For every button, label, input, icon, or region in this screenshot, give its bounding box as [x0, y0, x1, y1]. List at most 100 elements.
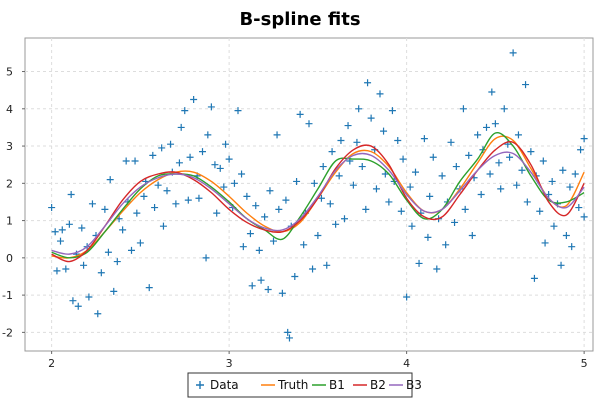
data-point [151, 204, 159, 212]
y-tick-label: 2 [6, 177, 13, 190]
data-point [408, 222, 416, 230]
data-point [459, 105, 467, 113]
data-point [284, 328, 292, 336]
data-point [51, 228, 59, 236]
data-point [438, 172, 446, 180]
data-point [101, 205, 109, 213]
data-point [106, 176, 114, 184]
series-line-b2 [51, 141, 585, 263]
data-point [57, 237, 64, 245]
data-point [451, 218, 459, 226]
legend: Data Truth B1 B2 B3 [187, 372, 422, 398]
data-point [557, 261, 565, 269]
data-point [358, 163, 366, 171]
data-point [48, 204, 56, 212]
data-point [264, 286, 272, 294]
data-point [252, 202, 260, 210]
data-point [80, 261, 88, 269]
data-point [243, 192, 251, 200]
data-point [509, 49, 517, 57]
legend-label: Truth [277, 378, 308, 392]
data-point [248, 282, 256, 290]
data-point [337, 136, 345, 144]
data-point [270, 237, 277, 245]
data-point [328, 148, 336, 156]
data-point [58, 226, 66, 234]
data-point [477, 191, 485, 198]
data-point [566, 183, 574, 191]
data-point [575, 204, 583, 212]
data-point [190, 95, 198, 103]
data-point [399, 155, 407, 163]
data-point [483, 123, 490, 131]
data-point [257, 276, 265, 284]
data-point [305, 120, 313, 128]
data-point [568, 243, 576, 251]
data-point [216, 164, 224, 172]
data-point [296, 110, 304, 118]
data-point [486, 170, 494, 178]
x-tick-label: 5 [581, 357, 588, 370]
data-point [207, 103, 215, 111]
data-point [433, 265, 441, 273]
data-point [548, 177, 556, 185]
data-point [136, 239, 144, 247]
data-point [488, 88, 496, 96]
data-point [406, 183, 414, 191]
data-point [239, 243, 247, 251]
data-point [309, 265, 317, 273]
data-point [385, 198, 393, 206]
data-point [222, 140, 230, 148]
data-point [403, 293, 411, 301]
data-point [186, 153, 194, 161]
data-point [580, 135, 588, 143]
data-point [491, 120, 499, 128]
y-tick-label: 4 [6, 103, 13, 116]
data-point [181, 107, 189, 115]
data-point [85, 293, 93, 301]
data-point [238, 170, 246, 178]
data-point [154, 181, 162, 189]
data-point [530, 274, 538, 282]
legend-label: B1 [329, 378, 345, 392]
y-tick-label: 1 [6, 215, 13, 228]
data-point [184, 196, 192, 204]
data-point [230, 179, 238, 187]
data-point [74, 302, 82, 310]
data-point [310, 179, 318, 187]
legend-label: Data [210, 378, 239, 392]
data-point [62, 265, 70, 273]
data-point [69, 297, 77, 305]
data-point [518, 166, 526, 174]
data-point [145, 284, 153, 292]
data-point [220, 183, 228, 191]
x-tick-label: 3 [226, 357, 233, 370]
data-point [175, 159, 183, 167]
data-point [461, 205, 469, 213]
data-point [495, 159, 503, 167]
data-point [571, 170, 579, 178]
data-point [234, 107, 242, 115]
data-point [275, 205, 283, 213]
data-point [353, 138, 361, 146]
data-point [523, 198, 531, 206]
data-point [500, 105, 508, 113]
data-point [541, 239, 549, 247]
data-point [119, 226, 127, 234]
data-point [362, 205, 370, 213]
data-point [163, 187, 171, 195]
data-point [474, 131, 482, 139]
data-point [317, 194, 325, 202]
data-point [67, 191, 75, 198]
data-point [65, 220, 73, 228]
data-point [326, 200, 334, 208]
legend-label: B3 [406, 378, 422, 392]
data-point [140, 192, 148, 200]
data-point [172, 200, 180, 208]
data-point [225, 155, 233, 163]
plot-area-frame [24, 37, 594, 352]
data-point [246, 230, 254, 238]
data-point [104, 248, 112, 256]
data-point [282, 196, 290, 204]
data-point [291, 272, 299, 280]
